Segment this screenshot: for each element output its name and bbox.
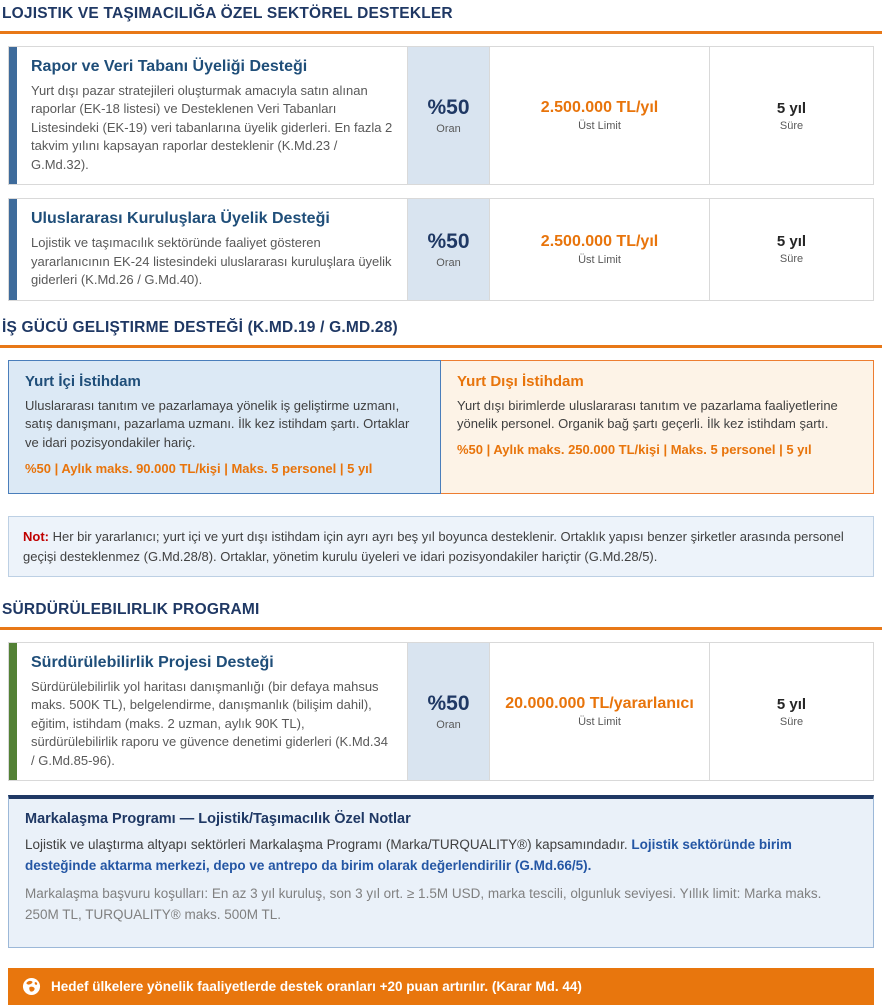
stat-duration: 5 yıl Süre [709, 199, 873, 300]
stat-limit-value: 2.500.000 TL/yıl [540, 232, 659, 250]
stat-rate-label: Oran [436, 123, 461, 136]
foreign-employment-panel: Yurt Dışı İstihdam Yurt dışı birimlerde … [441, 359, 874, 494]
stat-rate-value: %50 [427, 229, 470, 253]
card-description: Yurt dışı pazar stratejileri oluşturmak … [31, 83, 393, 172]
branding-title: Markalaşma Programı — Lojistik/Taşımacıl… [25, 811, 411, 828]
branding-body: Lojistik ve ulaştırma altyapı sektörleri… [25, 835, 857, 877]
branding-intro: Lojistik ve ulaştırma altyapı sektörleri… [25, 837, 628, 853]
stat-rate: %50 Oran [407, 199, 489, 300]
card-accent-bar [9, 47, 17, 185]
stat-limit: 2.500.000 TL/yıl Üst Limit [489, 199, 709, 300]
stat-duration-label: Süre [779, 253, 804, 266]
card-text: Sürdürülebilirlik Projesi Desteği Sürdür… [17, 643, 407, 780]
banner-text: Hedef ülkelere yönelik faaliyetlerde des… [51, 978, 582, 994]
panel-title: Yurt Dışı İstihdam [457, 372, 584, 390]
section-title-workforce: İŞ GÜCÜ GELIŞTIRME DESTEĞİ (K.MD.19 / G.… [0, 319, 882, 348]
panel-description: Yurt dışı birimlerde uluslararası tanıtı… [457, 397, 838, 432]
panel-title: Yurt İçi İstihdam [25, 372, 141, 390]
stat-duration-label: Süre [779, 119, 804, 132]
card-description: Sürdürülebilirlik yol haritası danışmanl… [31, 679, 388, 768]
stat-limit-label: Üst Limit [578, 120, 621, 133]
card-accent-bar [9, 199, 17, 300]
branding-conditions: Markalaşma başvuru koşulları: En az 3 yı… [25, 886, 822, 923]
stat-duration-value: 5 yıl [776, 99, 807, 117]
stat-duration: 5 yıl Süre [709, 643, 873, 781]
stat-limit-value: 2.500.000 TL/yıl [540, 99, 659, 117]
note-box: Not: Her bir yararlanıcı; yurt içi ve yu… [8, 516, 874, 577]
support-card-report-database: Rapor ve Veri Tabanı Üyeliği Desteği Yur… [8, 46, 874, 186]
stat-rate-value: %50 [427, 692, 470, 716]
globe-icon [22, 977, 41, 996]
stat-limit-value: 20.000.000 TL/yararlanıcı [505, 695, 694, 713]
card-description: Lojistik ve taşımacılık sektöründe faali… [31, 235, 392, 288]
branding-notes-box: Markalaşma Programı — Lojistik/Taşımacıl… [8, 795, 874, 948]
card-title: Rapor ve Veri Tabanı Üyeliği Desteği [31, 58, 308, 75]
stat-duration-label: Süre [779, 715, 804, 728]
card-text: Rapor ve Veri Tabanı Üyeliği Desteği Yur… [17, 47, 407, 184]
stat-limit-label: Üst Limit [578, 253, 621, 266]
panel-terms: %50 | Aylık maks. 90.000 TL/kişi | Maks.… [25, 461, 373, 477]
card-accent-bar [9, 643, 17, 781]
panel-terms: %50 | Aylık maks. 250.000 TL/kişi | Maks… [457, 442, 812, 458]
domestic-employment-panel: Yurt İçi İstihdam Uluslararası tanıtım v… [8, 359, 441, 494]
stat-rate-label: Oran [436, 256, 461, 269]
section-title-sectoral: LOJISTIK VE TAŞIMACILIĞA ÖZEL SEKTÖREL D… [0, 5, 882, 34]
card-title: Sürdürülebilirlik Projesi Desteği [31, 654, 274, 671]
support-card-sustainability: Sürdürülebilirlik Projesi Desteği Sürdür… [8, 642, 874, 782]
stat-limit: 20.000.000 TL/yararlanıcı Üst Limit [489, 643, 709, 781]
stat-duration: 5 yıl Süre [709, 47, 873, 185]
panel-description: Uluslararası tanıtım ve pazarlamaya yöne… [25, 397, 410, 451]
stat-rate-value: %50 [427, 96, 470, 120]
employment-columns: Yurt İçi İstihdam Uluslararası tanıtım v… [8, 359, 874, 494]
stat-limit: 2.500.000 TL/yıl Üst Limit [489, 47, 709, 185]
note-text: Her bir yararlanıcı; yurt içi ve yurt dı… [23, 529, 844, 564]
target-countries-banner: Hedef ülkelere yönelik faaliyetlerde des… [8, 967, 874, 1005]
stat-rate: %50 Oran [407, 643, 489, 781]
stat-rate-label: Oran [436, 719, 461, 732]
support-card-international-membership: Uluslararası Kuruluşlara Üyelik Desteği … [8, 198, 874, 301]
branding-highlight: Lojistik sektöründe birim desteğinde akt… [25, 837, 792, 874]
stat-limit-label: Üst Limit [578, 716, 621, 729]
stat-duration-value: 5 yıl [776, 233, 807, 251]
stat-duration-value: 5 yıl [776, 695, 807, 713]
section-title-sustainability: SÜRDÜRÜLEBILIRLIK PROGRAMI [0, 601, 882, 630]
card-title: Uluslararası Kuruluşlara Üyelik Desteği [31, 210, 330, 228]
card-text: Uluslararası Kuruluşlara Üyelik Desteği … [17, 199, 407, 299]
note-label: Not: [23, 529, 49, 544]
stat-rate: %50 Oran [407, 47, 489, 185]
